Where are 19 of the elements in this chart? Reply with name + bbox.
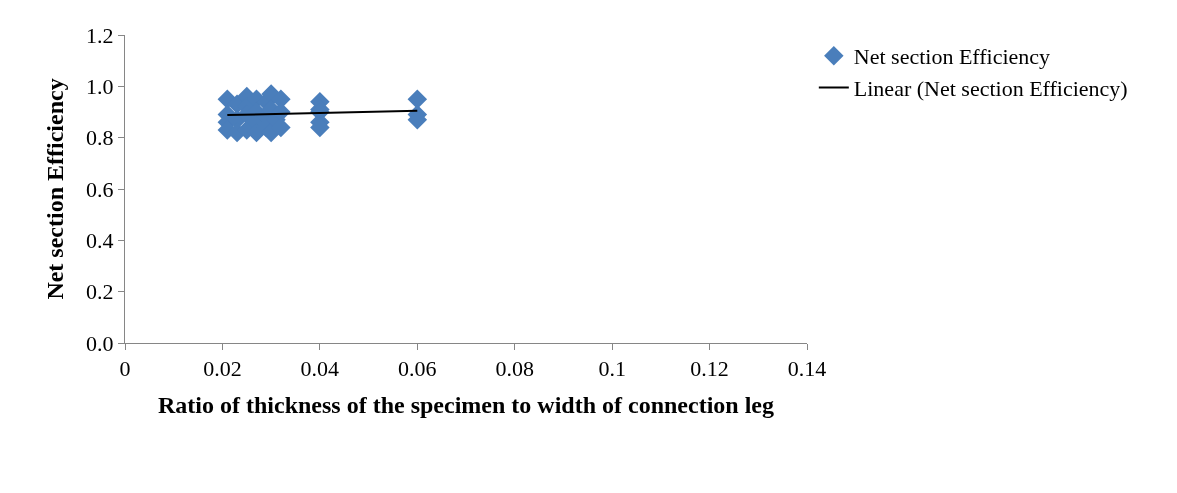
y-tick-label: 0.4 (86, 228, 114, 254)
y-tick-label: 0.8 (86, 125, 114, 151)
x-tick-label: 0.1 (598, 356, 626, 382)
legend-label: Net section Efficiency (853, 44, 1051, 70)
x-tick-label: 0.12 (690, 356, 729, 382)
y-axis-title: Net section Efficiency (42, 78, 69, 300)
x-tick-label: 0.08 (495, 356, 534, 382)
x-tick-label: 0.06 (398, 356, 437, 382)
y-tick-label: 1.2 (86, 22, 114, 48)
x-tick-label: 0.02 (203, 356, 242, 382)
x-axis-title: Ratio of thickness of the specimen to width of connection leg (158, 391, 774, 418)
x-tick-label: 0 (119, 356, 131, 382)
y-tick-label: 0.2 (86, 279, 114, 305)
x-tick-label: 0.14 (787, 356, 827, 382)
y-tick-label: 1.0 (86, 74, 114, 100)
y-tick-label: 0.0 (86, 330, 114, 356)
x-tick-label: 0.04 (300, 356, 340, 382)
legend-label: Linear (Net section Efficiency) (853, 75, 1128, 101)
y-tick-label: 0.6 (86, 176, 114, 202)
